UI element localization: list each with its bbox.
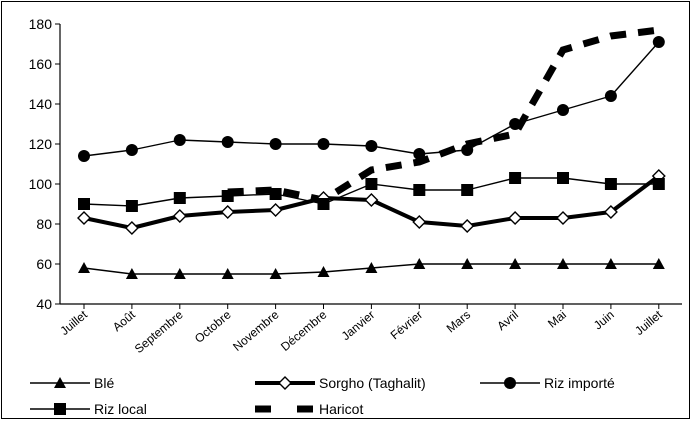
data-point-riz-local: [365, 178, 378, 190]
data-point-ble: [557, 258, 569, 269]
data-point-ble: [413, 258, 426, 269]
y-tick-label: 100: [29, 176, 53, 192]
data-point-riz-local: [557, 172, 569, 184]
y-tick-label: 80: [36, 216, 52, 232]
data-point-riz-local: [509, 172, 522, 184]
data-point-sorgho-taghalit: [220, 205, 235, 219]
data-point-ble: [652, 258, 665, 269]
x-tick-label: Octobre: [192, 307, 234, 345]
data-point-ble: [221, 268, 234, 279]
x-tick-label: Novembre: [230, 307, 282, 354]
y-tick-label: 40: [36, 296, 52, 312]
data-point-riz-importe: [269, 138, 282, 150]
series-markers: [77, 36, 666, 279]
data-point-ble: [509, 258, 522, 269]
legend-label: Sorgho (Taghalit): [319, 375, 426, 391]
data-point-riz-importe: [317, 138, 330, 150]
y-tick-label: 60: [36, 256, 52, 272]
legend-swatch-marker: [54, 403, 66, 415]
data-point-riz-importe: [365, 140, 378, 152]
data-point-riz-local: [221, 190, 234, 202]
data-point-riz-importe: [652, 36, 665, 48]
data-point-ble: [365, 262, 378, 273]
data-point-riz-importe: [78, 150, 90, 162]
data-point-riz-importe: [604, 90, 617, 102]
series-line-riz-importe: [83, 41, 660, 157]
legend-item-riz-local: Riz local: [30, 401, 147, 417]
x-tick-label: Juillet: [632, 307, 665, 338]
data-point-sorgho-taghalit: [603, 205, 618, 219]
y-tick-label: 160: [29, 56, 53, 72]
data-point-ble: [269, 268, 282, 279]
x-tick-label: Mai: [545, 308, 569, 331]
legend-item-riz-importe: Riz importé: [480, 375, 615, 391]
y-tick-label: 180: [29, 16, 53, 32]
x-tick-label: Juin: [591, 308, 617, 333]
data-point-sorgho-taghalit: [556, 211, 570, 225]
data-point-riz-local: [78, 198, 90, 210]
data-point-ble: [461, 258, 474, 269]
data-point-sorgho-taghalit: [364, 193, 379, 207]
data-point-sorgho-taghalit: [172, 209, 187, 223]
legend-swatch-marker: [504, 377, 516, 389]
y-tick-label: 140: [29, 96, 53, 112]
data-point-riz-importe: [125, 144, 138, 156]
data-point-riz-importe: [413, 148, 426, 160]
data-point-ble: [78, 262, 90, 273]
data-point-riz-local: [173, 192, 186, 204]
legend-swatch-marker: [54, 377, 66, 388]
chart-axes: [59, 24, 682, 305]
data-point-sorgho-taghalit: [508, 211, 523, 225]
data-point-riz-importe: [509, 118, 522, 130]
data-point-sorgho-taghalit: [460, 219, 475, 233]
x-tick-label: Janvier: [339, 308, 378, 344]
data-point-riz-local: [413, 184, 426, 196]
data-point-sorgho-taghalit: [77, 211, 91, 225]
x-tick-label: Septembre: [132, 307, 186, 356]
legend-label: Blé: [94, 375, 114, 391]
data-point-riz-local: [604, 178, 617, 190]
data-point-sorgho-taghalit: [412, 215, 427, 229]
x-tick-label: Décembre: [278, 307, 330, 354]
legend: Blé Sorgho (Taghalit) Riz importé Riz local…: [30, 375, 615, 417]
x-tick-label: Août: [110, 307, 138, 334]
data-point-riz-local: [125, 200, 138, 212]
series-line-haricot: [227, 26, 660, 204]
data-point-riz-local: [652, 178, 665, 190]
data-point-sorgho-taghalit: [124, 221, 139, 235]
data-point-ble: [317, 266, 330, 277]
x-tick-label: Avril: [494, 308, 521, 334]
legend-item-sorgho-taghalit: Sorgho (Taghalit): [255, 375, 426, 391]
legend-label: Haricot: [319, 401, 363, 417]
data-point-sorgho-taghalit: [268, 203, 283, 217]
legend-item-haricot: Haricot: [255, 401, 363, 417]
legend-label: Riz importé: [544, 375, 615, 391]
x-tick-label: Février: [388, 308, 426, 343]
data-point-riz-importe: [221, 136, 234, 148]
x-tick-label: Juillet: [57, 307, 90, 338]
data-point-riz-local: [461, 184, 474, 196]
data-point-riz-importe: [557, 104, 569, 116]
legend-swatch-marker: [278, 376, 292, 390]
data-point-riz-importe: [461, 144, 474, 156]
data-point-ble: [604, 258, 617, 269]
data-point-ble: [173, 268, 186, 279]
data-point-riz-importe: [173, 134, 186, 146]
legend-item-ble: Blé: [30, 375, 114, 391]
data-point-riz-local: [317, 198, 330, 210]
data-point-ble: [125, 268, 138, 279]
y-axis-ticks: 40 60 80 100 120 140 160 180: [29, 16, 660, 312]
legend-label: Riz local: [94, 401, 147, 417]
data-point-riz-local: [269, 188, 282, 200]
x-tick-label: Mars: [444, 308, 473, 336]
y-tick-label: 120: [29, 136, 53, 152]
